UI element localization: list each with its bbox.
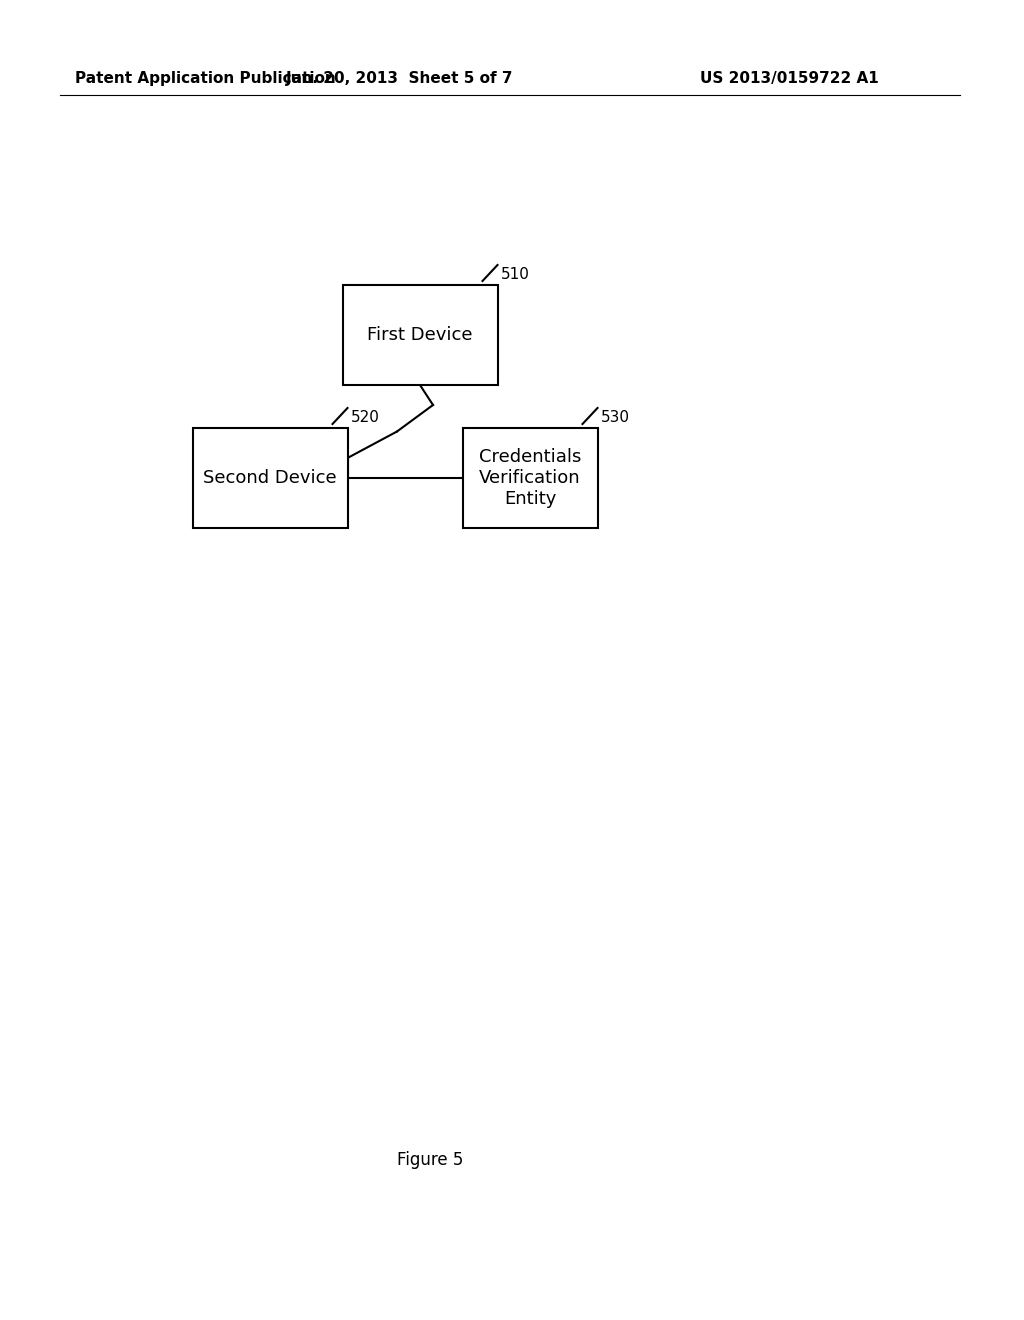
Text: Figure 5: Figure 5 [397,1151,463,1170]
Bar [342,285,498,385]
Text: 530: 530 [600,411,630,425]
Text: 510: 510 [501,267,529,282]
Bar [463,428,597,528]
Bar [193,428,347,528]
Text: Second Device: Second Device [203,469,337,487]
Text: US 2013/0159722 A1: US 2013/0159722 A1 [700,70,879,86]
Text: 520: 520 [350,411,379,425]
Text: Credentials
Verification
Entity: Credentials Verification Entity [479,449,582,508]
Text: Patent Application Publication: Patent Application Publication [75,70,336,86]
Text: Jun. 20, 2013  Sheet 5 of 7: Jun. 20, 2013 Sheet 5 of 7 [287,70,514,86]
Text: First Device: First Device [368,326,473,345]
